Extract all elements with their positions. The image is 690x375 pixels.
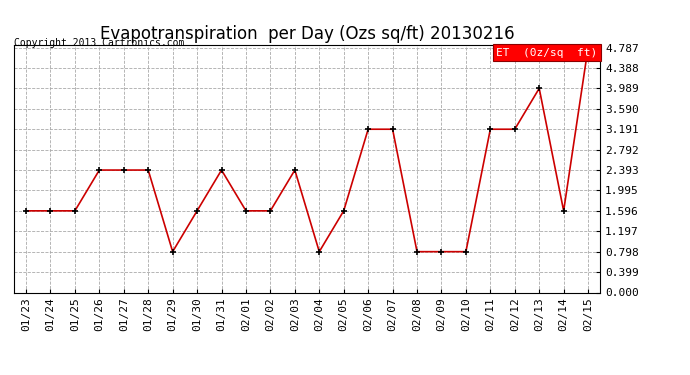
Text: ET  (0z/sq  ft): ET (0z/sq ft) <box>496 48 598 58</box>
Text: Copyright 2013 Cartronics.com: Copyright 2013 Cartronics.com <box>14 38 184 48</box>
Title: Evapotranspiration  per Day (Ozs sq/ft) 20130216: Evapotranspiration per Day (Ozs sq/ft) 2… <box>100 26 514 44</box>
